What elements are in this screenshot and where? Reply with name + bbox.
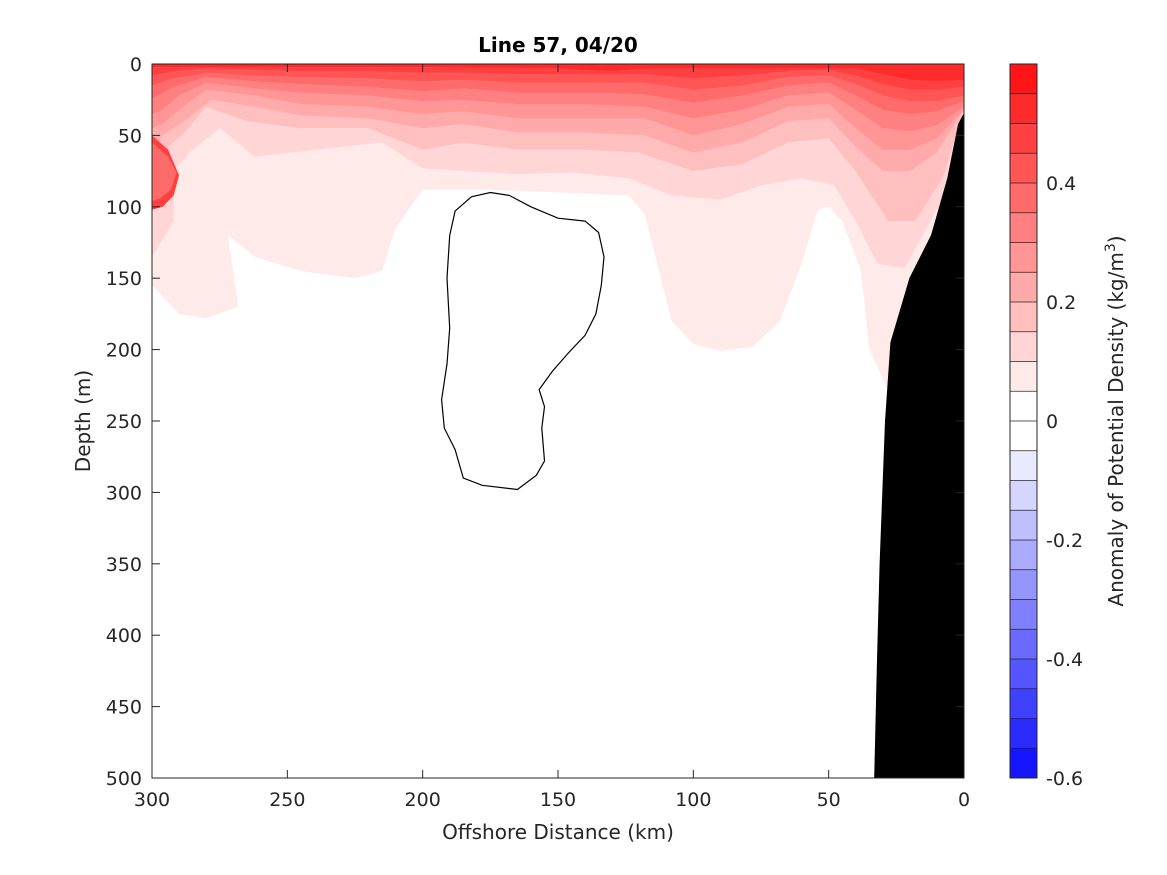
colorbar: 0.4 0.2 0 -0.2 -0.4 -0.6 xyxy=(1009,63,1083,790)
colorbar-tick-label: -0.4 xyxy=(1046,649,1083,671)
y-tick-label: 50 xyxy=(118,125,142,147)
colorbar-segment xyxy=(1010,272,1037,302)
contour-band-11 xyxy=(152,142,177,202)
colorbar-frame xyxy=(1009,63,1038,779)
bathymetry-shelf xyxy=(874,113,964,778)
y-tick-label: 100 xyxy=(106,197,142,219)
colorbar-segment xyxy=(1010,212,1037,243)
y-tick-label: 300 xyxy=(106,482,142,504)
y-axis-label: Depth (m) xyxy=(71,370,95,472)
colorbar-segment xyxy=(1010,599,1037,630)
colorbar-segment xyxy=(1010,659,1037,689)
x-tick-label: 250 xyxy=(269,789,305,811)
colorbar-segment xyxy=(1010,302,1037,332)
x-tick-label: 150 xyxy=(540,789,576,811)
x-tick-label: 0 xyxy=(958,789,970,811)
chart-title: Line 57, 04/20 xyxy=(478,33,638,57)
contour-band-9 xyxy=(152,64,964,82)
y-tick-label: 400 xyxy=(106,625,142,647)
colorbar-tick-label: 0.4 xyxy=(1046,173,1076,195)
x-tick-label: 100 xyxy=(675,789,711,811)
colorbar-segment xyxy=(1010,183,1037,213)
colorbar-segment xyxy=(1010,718,1037,749)
y-tick-label: 350 xyxy=(106,554,142,576)
colorbar-segment xyxy=(1010,510,1037,540)
colorbar-segment xyxy=(1010,331,1037,362)
plot-area xyxy=(151,63,965,779)
contour-band-8 xyxy=(152,64,964,90)
colorbar-segment xyxy=(1010,748,1037,778)
y-tick-label: 150 xyxy=(106,268,142,290)
colorbar-segment xyxy=(1010,361,1037,392)
y-tick-label: 250 xyxy=(106,411,142,433)
y-tick-label: 0 xyxy=(130,54,142,76)
colorbar-segment xyxy=(1010,480,1037,511)
x-axis-label: Offshore Distance (km) xyxy=(442,820,674,844)
x-tick-label: 200 xyxy=(405,789,441,811)
x-tick-label: 50 xyxy=(817,789,841,811)
colorbar-segment xyxy=(1010,391,1037,421)
colorbar-tick-label: -0.6 xyxy=(1046,768,1083,790)
colorbar-label-suffix: ) xyxy=(1104,235,1128,243)
colorbar-label-exponent: 3 xyxy=(1103,243,1119,252)
colorbar-tick-label: 0.2 xyxy=(1046,292,1076,314)
x-tick-label: 300 xyxy=(134,789,170,811)
y-tick-label: 500 xyxy=(106,768,142,790)
colorbar-label-prefix: Anomaly of Potential Density (kg/m xyxy=(1104,252,1128,606)
y-axis: 0 50 100 150 200 250 300 350 400 450 500 xyxy=(106,54,964,790)
colorbar-segment xyxy=(1010,569,1037,600)
colorbar-tick-label: 0 xyxy=(1046,411,1058,433)
y-tick-label: 200 xyxy=(106,340,142,362)
colorbar-tick-label: -0.2 xyxy=(1046,530,1083,552)
colorbar-segment xyxy=(1010,153,1037,183)
colorbar-label: Anomaly of Potential Density (kg/m3) xyxy=(1103,235,1128,606)
colorbar-segment xyxy=(1010,93,1037,124)
colorbar-segment xyxy=(1010,540,1037,570)
contour-bands xyxy=(152,64,964,396)
colorbar-segment xyxy=(1010,688,1037,719)
colorbar-segment xyxy=(1010,629,1037,659)
colorbar-segment xyxy=(1010,242,1037,273)
y-tick-label: 450 xyxy=(106,697,142,719)
colorbar-segment xyxy=(1010,64,1037,94)
x-axis: 300 250 200 150 100 50 0 xyxy=(134,64,970,811)
zero-contour-line xyxy=(440,191,605,491)
colorbar-segment xyxy=(1010,450,1037,481)
colorbar-segment xyxy=(1010,123,1037,154)
colorbar-segment xyxy=(1010,421,1037,451)
